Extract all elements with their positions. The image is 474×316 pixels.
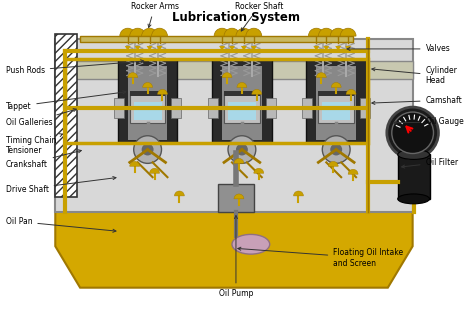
Polygon shape (229, 46, 235, 51)
Wedge shape (237, 82, 247, 88)
Bar (228, 102, 256, 120)
Circle shape (228, 136, 256, 163)
Wedge shape (252, 89, 262, 94)
Wedge shape (152, 28, 167, 36)
Wedge shape (120, 28, 136, 36)
Bar (266, 98, 276, 118)
Wedge shape (316, 73, 326, 77)
Wedge shape (330, 28, 346, 36)
Wedge shape (340, 28, 356, 36)
Polygon shape (313, 46, 319, 51)
Text: Rocker Arms: Rocker Arms (130, 3, 179, 27)
Bar (222, 66, 262, 140)
Text: Rocker Shaft: Rocker Shaft (235, 3, 283, 31)
Bar (212, 59, 272, 143)
Wedge shape (254, 168, 264, 173)
Wedge shape (331, 82, 341, 88)
Bar (130, 93, 165, 123)
Bar (128, 66, 167, 140)
Ellipse shape (232, 234, 270, 254)
Bar (224, 91, 260, 96)
Wedge shape (130, 28, 146, 36)
Bar (65, 59, 368, 143)
Circle shape (322, 136, 350, 163)
Wedge shape (142, 28, 157, 36)
Bar (130, 91, 165, 96)
Ellipse shape (398, 149, 429, 159)
Text: Oil Gauge: Oil Gauge (394, 118, 463, 126)
Polygon shape (335, 46, 341, 51)
Bar (316, 66, 356, 140)
Polygon shape (219, 46, 225, 51)
Wedge shape (293, 191, 303, 196)
Text: Camshaft: Camshaft (372, 96, 462, 105)
Polygon shape (323, 46, 329, 51)
Text: Valves: Valves (347, 45, 450, 53)
Wedge shape (309, 28, 324, 36)
Bar (55, 39, 413, 212)
Wedge shape (214, 28, 230, 36)
Ellipse shape (398, 194, 429, 204)
Wedge shape (222, 73, 232, 77)
Bar (302, 98, 312, 118)
Bar (322, 102, 350, 120)
Text: Oil Pump: Oil Pump (219, 216, 253, 298)
Text: Push Rods: Push Rods (6, 60, 144, 75)
Text: Drive Shaft: Drive Shaft (6, 177, 116, 193)
Wedge shape (234, 194, 244, 199)
Circle shape (392, 112, 434, 154)
Circle shape (387, 107, 438, 158)
Wedge shape (224, 28, 240, 36)
Bar (319, 93, 354, 123)
Polygon shape (55, 212, 413, 288)
Polygon shape (146, 46, 153, 51)
Bar (398, 155, 429, 199)
Wedge shape (150, 168, 160, 173)
Wedge shape (328, 161, 338, 166)
Text: Cylinder
Head: Cylinder Head (372, 66, 457, 85)
Bar (80, 36, 353, 42)
Bar (360, 98, 370, 118)
Text: Timing Chain
Tensioner: Timing Chain Tensioner (6, 134, 63, 155)
Text: Crankshaft: Crankshaft (6, 150, 82, 169)
Circle shape (134, 136, 162, 163)
Wedge shape (174, 191, 184, 196)
Bar (208, 98, 218, 118)
Polygon shape (345, 46, 351, 51)
Bar (319, 91, 354, 96)
Bar (218, 184, 254, 212)
Circle shape (236, 144, 248, 155)
Text: Oil Filter: Oil Filter (401, 158, 458, 168)
Polygon shape (251, 46, 257, 51)
Wedge shape (246, 28, 262, 36)
Bar (172, 98, 182, 118)
Text: Lubrication System: Lubrication System (172, 11, 300, 24)
Text: Floating Oil Intake
and Screen: Floating Oil Intake and Screen (238, 247, 403, 268)
Wedge shape (128, 73, 137, 77)
Wedge shape (236, 28, 252, 36)
Polygon shape (125, 46, 131, 51)
Wedge shape (319, 28, 334, 36)
Circle shape (142, 144, 154, 155)
Wedge shape (348, 169, 358, 174)
Wedge shape (234, 158, 244, 163)
Bar (134, 102, 162, 120)
Wedge shape (157, 89, 167, 94)
Wedge shape (130, 161, 140, 166)
Bar (224, 93, 260, 123)
Text: Oil Galleries: Oil Galleries (6, 109, 76, 127)
Polygon shape (241, 46, 247, 51)
Text: Tappet: Tappet (6, 91, 126, 111)
Bar (55, 34, 77, 197)
Wedge shape (143, 82, 153, 88)
Bar (55, 61, 413, 78)
Bar (114, 98, 124, 118)
Polygon shape (135, 46, 141, 51)
Circle shape (330, 144, 342, 155)
Bar (118, 59, 177, 143)
Text: Oil Pan: Oil Pan (6, 217, 116, 232)
Wedge shape (346, 89, 356, 94)
Bar (306, 59, 366, 143)
Polygon shape (156, 46, 163, 51)
